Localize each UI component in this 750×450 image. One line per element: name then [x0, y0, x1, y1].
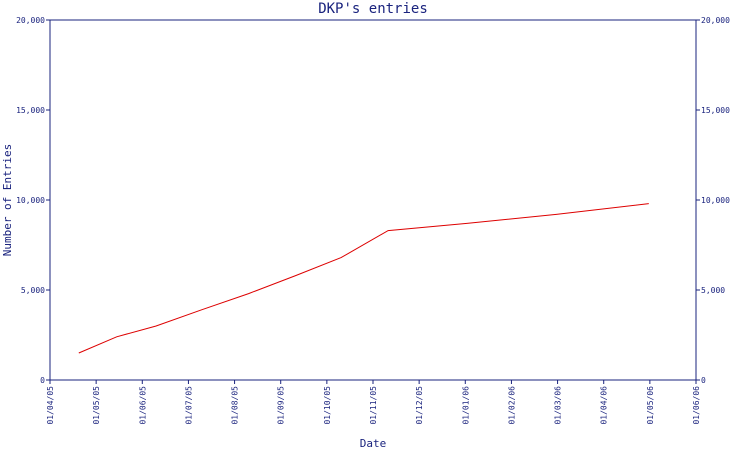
y-tick-label: 20,000 — [16, 16, 45, 25]
x-tick-label: 01/10/05 — [323, 386, 332, 425]
x-tick-label: 01/04/05 — [46, 386, 55, 425]
x-tick-label: 01/02/06 — [507, 386, 516, 425]
x-tick-label: 01/01/06 — [461, 386, 470, 425]
x-tick-label: 01/07/05 — [184, 386, 193, 425]
y-tick-label-right: 15,000 — [701, 106, 730, 115]
x-tick-label: 01/12/05 — [415, 386, 424, 425]
y-tick-label: 0 — [40, 376, 45, 385]
x-tick-label: 01/05/05 — [92, 386, 101, 425]
x-tick-label: 01/06/06 — [692, 386, 701, 425]
y-axis-right: 0 5,000 10,000 15,000 20,000 — [696, 16, 730, 385]
y-tick-label-right: 20,000 — [701, 16, 730, 25]
y-tick-label: 10,000 — [16, 196, 45, 205]
y-axis-label: Number of Entries — [1, 144, 14, 257]
y-tick-label: 15,000 — [16, 106, 45, 115]
plot-frame — [49, 19, 697, 381]
y-tick-label: 5,000 — [21, 286, 45, 295]
x-tick-label: 01/09/05 — [277, 386, 286, 425]
y-tick-label-right: 10,000 — [701, 196, 730, 205]
x-tick-label: 01/03/06 — [554, 386, 563, 425]
y-tick-label-right: 0 — [701, 376, 706, 385]
x-tick-label: 01/06/05 — [138, 386, 147, 425]
x-tick-label: 01/05/06 — [646, 386, 655, 425]
chart-title: DKP's entries — [318, 1, 428, 17]
y-tick-label-right: 5,000 — [701, 286, 725, 295]
y-axis-left: 0 5,000 10,000 15,000 20,000 — [16, 16, 50, 385]
x-tick-label: 01/04/06 — [600, 386, 609, 425]
series-layer — [78, 203, 649, 354]
x-tick-label: 01/11/05 — [369, 386, 378, 425]
series-line — [78, 203, 649, 354]
x-axis-label: Date — [360, 437, 387, 450]
x-tick-label: 01/08/05 — [231, 386, 240, 425]
x-axis: 01/04/05 01/05/05 01/06/05 01/07/05 01/08/05… — [46, 380, 701, 425]
